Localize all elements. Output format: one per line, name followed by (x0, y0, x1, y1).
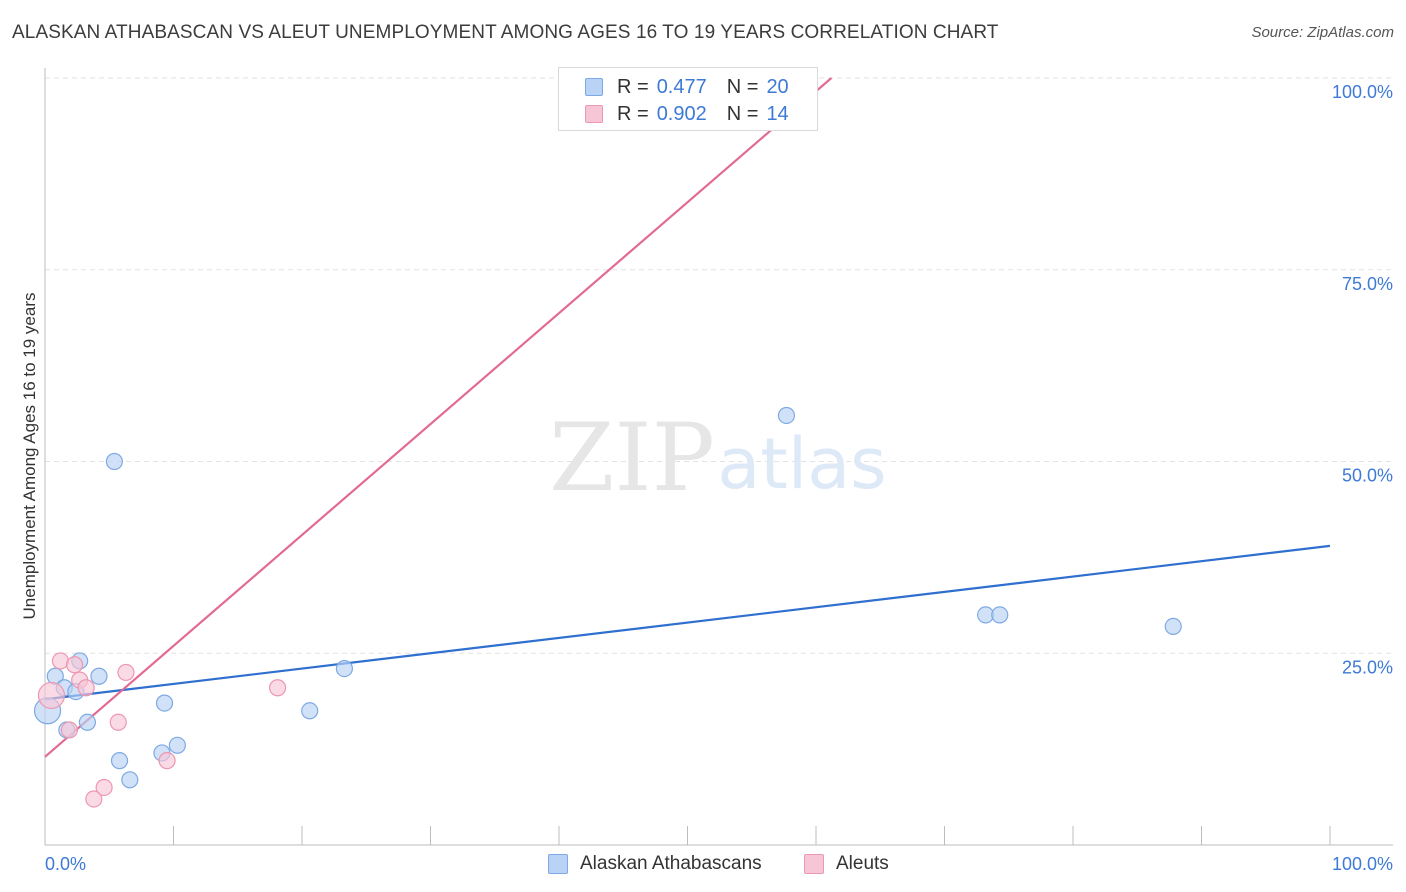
bottom-legend-swatch-blue (548, 854, 568, 874)
athabascan-trend-line (44, 544, 1331, 701)
legend-r-label: R = (617, 75, 649, 98)
aleut-point (95, 778, 113, 797)
athabascan-point (78, 713, 97, 731)
aleut-point (77, 679, 95, 697)
athabascan-point (105, 452, 123, 471)
legend-swatch-pink (585, 105, 603, 123)
legend-row-aleuts: R = 0.902 N = 14 (585, 102, 789, 126)
chart-title: ALASKAN ATHABASCAN VS ALEUT UNEMPLOYMENT… (12, 22, 999, 43)
athabascan-point (155, 694, 174, 712)
aleut-point (65, 656, 84, 674)
athabascan-point (168, 736, 186, 754)
bottom-legend-label: Aleuts (836, 853, 889, 874)
aleut-point (158, 752, 176, 770)
watermark: ZIP atlas (549, 404, 886, 513)
athabascan-point (301, 702, 319, 720)
stats-legend: R = 0.477 N = 20 R = 0.902 N = 14 (558, 67, 818, 131)
legend-n-label: N = (726, 75, 759, 98)
gridlines (45, 77, 1393, 654)
trend-lines (44, 77, 1331, 758)
athabascan-point (121, 771, 139, 789)
aleut-point (85, 790, 103, 808)
athabascan-point (1164, 617, 1182, 636)
x-tick-label: 100.0% (1332, 854, 1393, 874)
bottom-legend-athabascans: Alaskan Athabascans (548, 852, 762, 876)
athabascan-point (991, 606, 1009, 624)
legend-swatch-blue (585, 78, 603, 96)
legend-n-value: 14 (766, 102, 789, 125)
y-axis-label: Unemployment Among Ages 16 to 19 years (20, 292, 39, 620)
source-note: Source: ZipAtlas.com (1251, 24, 1394, 41)
y-tick-label: 75.0% (1342, 274, 1393, 294)
tick-labels: 25.0% 50.0% 75.0% 100.0% 0.0% 100.0% (45, 82, 1393, 874)
legend-r-value: 0.477 (656, 75, 707, 98)
y-tick-label: 100.0% (1332, 82, 1393, 102)
athabascan-point (777, 406, 796, 425)
legend-r-label: R = (617, 102, 649, 125)
bottom-legend-aleuts: Aleuts (804, 852, 889, 876)
legend-r-value: 0.902 (656, 102, 707, 125)
x-tick-label: 0.0% (45, 854, 86, 874)
y-tick-label: 50.0% (1342, 466, 1393, 486)
bottom-legend-swatch-pink (804, 854, 824, 874)
athabascan-point (335, 659, 354, 678)
aleut-point (60, 721, 79, 739)
aleut-point (268, 679, 287, 697)
aleut-point (37, 681, 66, 710)
y-tick-label: 25.0% (1342, 657, 1393, 677)
data-points (33, 69, 1182, 808)
legend-n-label: N = (726, 102, 759, 125)
athabascan-point (90, 667, 108, 685)
legend-row-athabascans: R = 0.477 N = 20 (585, 75, 789, 99)
aleut-point (51, 652, 70, 670)
bottom-legend-label: Alaskan Athabascans (580, 853, 762, 874)
athabascan-point (110, 752, 129, 770)
aleut-point (109, 713, 127, 731)
aleut-point (117, 663, 135, 682)
watermark-zip: ZIP (549, 404, 715, 513)
watermark-atlas: atlas (717, 423, 886, 505)
aleut-trend-line (44, 77, 833, 758)
legend-n-value: 20 (766, 75, 789, 98)
